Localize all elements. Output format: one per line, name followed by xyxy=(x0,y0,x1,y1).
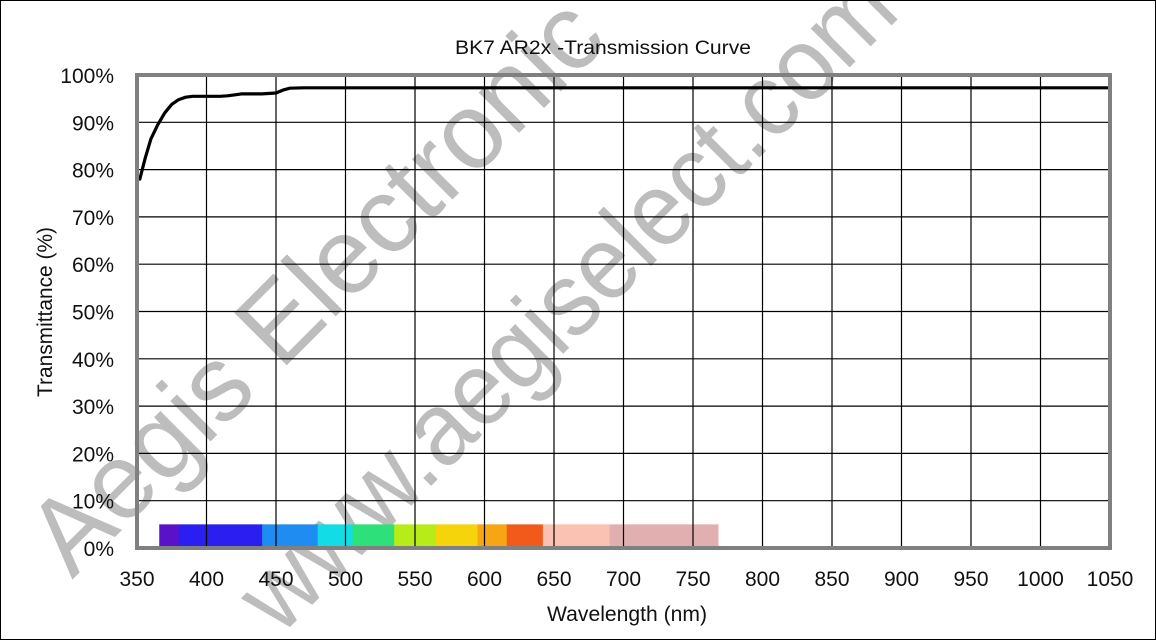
x-tick-labels: 350 400 450 500 550 600 650 700 750 800 850 900 950 1… xyxy=(119,568,1133,591)
x-tick-label: 800 xyxy=(745,568,780,591)
y-tick-label: 60% xyxy=(72,254,114,277)
spectrum-segment xyxy=(435,524,479,548)
x-tick-label: 1000 xyxy=(1017,568,1064,591)
x-tick-label: 350 xyxy=(119,568,154,591)
y-tick-label: 30% xyxy=(72,396,114,419)
spectrum-segment xyxy=(262,524,319,548)
y-tick-label: 100% xyxy=(60,65,114,88)
x-tick-label: 1050 xyxy=(1087,568,1134,591)
y-tick-label: 80% xyxy=(72,160,114,183)
y-tick-label: 20% xyxy=(72,443,114,466)
spectrum-segment xyxy=(477,524,508,548)
y-tick-label: 90% xyxy=(72,112,114,135)
x-tick-label: 650 xyxy=(536,568,571,591)
y-tick-label: 10% xyxy=(72,491,114,514)
y-tick-label: 0% xyxy=(84,538,114,561)
spectrum-band xyxy=(159,524,719,548)
spectrum-segment xyxy=(609,524,719,548)
spectrum-segment xyxy=(506,524,544,548)
x-tick-label: 950 xyxy=(953,568,988,591)
y-tick-label: 70% xyxy=(72,207,114,230)
y-axis-label: Transmittance (%) xyxy=(34,227,57,397)
series-layer xyxy=(138,86,1109,181)
y-tick-labels: 0% 10% 20% 30% 40% 50% 60% 70% 80% 90% 100% xyxy=(60,65,114,561)
spectrum-segment xyxy=(159,524,180,548)
chart-title: BK7 AR2x -Transmission Curve xyxy=(455,38,751,59)
x-tick-label: 900 xyxy=(884,568,919,591)
spectrum-segment xyxy=(542,524,611,548)
y-tick-label: 40% xyxy=(72,349,114,372)
plot-border xyxy=(135,73,1112,550)
x-tick-label: 850 xyxy=(814,568,849,591)
spectrum-segment xyxy=(317,524,353,548)
spectrum-segment xyxy=(178,524,263,548)
grid xyxy=(137,75,1110,548)
x-tick-label: 450 xyxy=(258,568,293,591)
y-tick-label: 50% xyxy=(72,302,114,325)
spectrum-segment xyxy=(352,524,395,548)
series-line xyxy=(138,86,1109,181)
x-tick-label: 600 xyxy=(467,568,502,591)
x-tick-label: 750 xyxy=(675,568,710,591)
x-tick-label: 700 xyxy=(606,568,641,591)
x-tick-label: 550 xyxy=(397,568,432,591)
x-tick-label: 500 xyxy=(328,568,363,591)
x-tick-label: 400 xyxy=(189,568,224,591)
x-axis-label: Wavelength (nm) xyxy=(547,603,707,626)
